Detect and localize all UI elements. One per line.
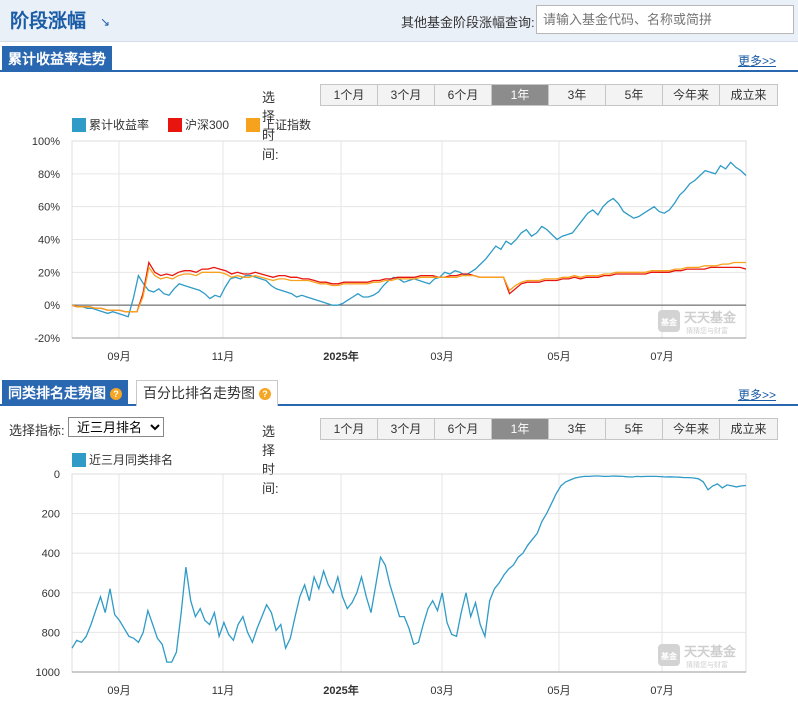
returns-legend: 累计收益率 沪深300 上证指数 [72,116,372,132]
y-tick-label: 40% [38,235,60,247]
y-tick-label: 80% [38,169,60,181]
legend-item-rank[interactable]: 近三月同类排名 [72,451,173,468]
x-tick-label: 11月 [212,685,234,697]
range-button[interactable]: 今年来 [663,419,720,439]
range-button[interactable]: 3个月 [378,419,435,439]
indicator-select[interactable]: 近三月排名 [68,417,164,437]
x-tick-label: 07月 [650,351,673,363]
expand-arrow-icon[interactable]: ↘ [100,15,111,29]
range-button[interactable]: 1个月 [321,85,378,105]
series-line-0 [71,475,747,663]
watermark-brand: 天天基金 [684,310,737,325]
range-button[interactable]: 3个月 [378,85,435,105]
range-button[interactable]: 1年 [492,85,549,105]
y-tick-label: 800 [42,627,60,639]
range-button[interactable]: 1个月 [321,419,378,439]
y-tick-label: 600 [42,588,60,600]
x-tick-label: 07月 [650,685,673,697]
range-button[interactable]: 1年 [492,419,549,439]
range-label: 选择时间: [262,424,279,496]
legend-label-sh: 上证指数 [263,118,312,132]
y-tick-label: -20% [34,333,60,345]
y-tick-label: 1000 [36,667,60,679]
y-tick-label: 200 [42,509,60,521]
returns-chart: 100% 80% 60% 40% 20% 0% -20% 09月 11月 2025年 03月 05月 0… [32,136,747,363]
legend-swatch-fund [72,118,86,132]
indicator-label: 选择指标: [9,423,65,438]
range-button[interactable]: 今年来 [663,85,720,105]
legend-item-fund[interactable]: 累计收益率 [72,116,149,133]
more-link-returns[interactable]: 更多>> [737,54,776,68]
x-tick-label: 09月 [107,351,130,363]
legend-swatch-sh [246,118,260,132]
y-tick-label: 400 [42,548,60,560]
y-tick-label: 60% [38,202,60,214]
watermark-brand: 天天基金 [684,644,737,659]
range-button[interactable]: 3年 [549,85,606,105]
x-tick-label: 11月 [212,351,234,363]
watermark-badge: 基金 [660,651,678,661]
x-tick-label: 05月 [547,685,570,697]
tab-peer-rank[interactable]: 同类排名走势图? [2,380,128,406]
x-tick-label: 03月 [430,351,453,363]
x-tick-label: 03月 [430,685,453,697]
legend-label-fund: 累计收益率 [89,118,150,132]
series-line-2 [71,261,746,313]
range-button[interactable]: 6个月 [435,419,492,439]
range-button[interactable]: 成立来 [720,85,777,105]
query-label: 其他基金阶段涨幅查询: [401,15,535,30]
legend-swatch-rank [72,453,86,467]
y-tick-label: 0% [44,300,60,312]
watermark-logo-icon [658,644,680,666]
help-icon[interactable]: ? [110,388,122,400]
legend-label-rank: 近三月同类排名 [89,453,174,467]
watermark-slogan: 猜猜您与财富 [686,326,728,335]
series-line-0 [71,161,747,318]
tab-peer-rank-label: 同类排名走势图 [8,385,106,401]
x-tick-label: 2025年 [323,349,358,363]
more-link-rank[interactable]: 更多>> [737,388,776,402]
plot-frame [71,473,747,673]
range-button[interactable]: 6个月 [435,85,492,105]
fund-search-input[interactable] [536,5,794,34]
range-button[interactable]: 5年 [606,85,663,105]
y-tick-label: 0 [54,469,60,481]
x-tick-label: 05月 [547,351,570,363]
header-bar: 阶段涨幅 ↘ 其他基金阶段涨幅查询: [0,0,798,42]
tab-cumulative-returns[interactable]: 累计收益率走势 [2,46,112,72]
x-tick-label: 2025年 [323,683,358,697]
x-tick-label: 09月 [107,685,130,697]
help-icon[interactable]: ? [259,388,271,400]
page-title: 阶段涨幅 [10,11,87,32]
tab-percentile-rank[interactable]: 百分比排名走势图? [136,380,278,406]
legend-item-hs300[interactable]: 沪深300 [168,116,229,133]
rank-chart: 0 200 400 600 800 1000 09月 11月 2025年 03月 05月 07月 基金天… [36,469,747,697]
y-tick-label: 100% [32,136,60,148]
section-header-returns: 累计收益率走势 更多>> [0,46,798,72]
legend-swatch-hs300 [168,118,182,132]
watermark-badge: 基金 [660,317,678,327]
range-button[interactable]: 5年 [606,419,663,439]
range-buttons: 1个月 3个月 6个月 1年 3年 5年 今年来 成立来 [320,84,778,106]
range-label: 选择时间: [262,90,279,162]
rank-legend: 近三月同类排名 [72,451,272,467]
legend-item-sh[interactable]: 上证指数 [246,116,311,133]
watermark-slogan: 猜猜您与财富 [686,660,728,669]
watermark-logo-icon [658,310,680,332]
series-line-1 [71,260,747,313]
legend-label-hs300: 沪深300 [185,118,230,132]
y-tick-label: 20% [38,267,60,279]
range-buttons: 1个月 3个月 6个月 1年 3年 5年 今年来 成立来 [320,418,778,440]
section-header-rank: 同类排名走势图? 百分比排名走势图? 更多>> [0,380,798,406]
tab-percentile-rank-label: 百分比排名走势图 [143,385,255,401]
range-button[interactable]: 3年 [549,419,606,439]
range-button[interactable]: 成立来 [720,419,777,439]
